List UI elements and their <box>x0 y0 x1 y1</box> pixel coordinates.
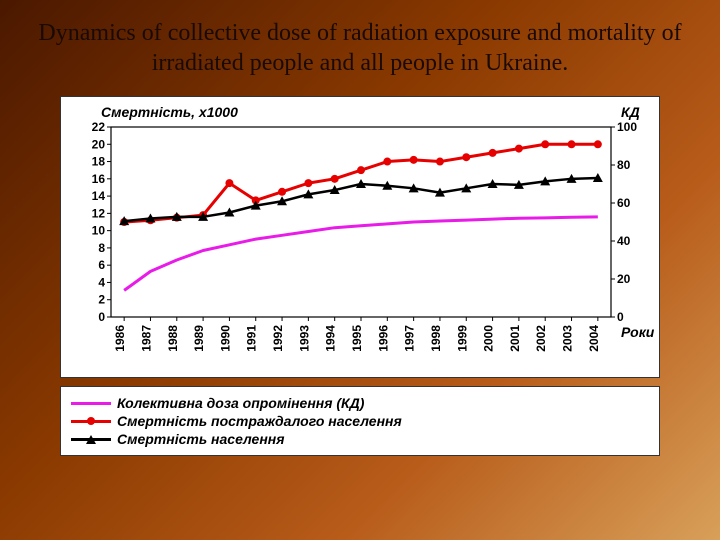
svg-text:1998: 1998 <box>429 325 443 352</box>
legend-label: Колективна доза опромінення (КД) <box>117 395 364 411</box>
svg-text:2000: 2000 <box>482 325 496 352</box>
svg-text:10: 10 <box>92 224 106 238</box>
legend-item: Смертність населення <box>71 431 649 447</box>
svg-text:20: 20 <box>617 272 631 286</box>
svg-text:2002: 2002 <box>534 325 548 352</box>
svg-text:16: 16 <box>92 172 106 186</box>
svg-text:12: 12 <box>92 206 106 220</box>
chart-container: 0 2 4 6 8 10 12 14 16 18 20 22Смертність, х1000 0 20 4… <box>60 96 660 378</box>
svg-text:1994: 1994 <box>324 325 338 352</box>
legend-label: Смертність постраждалого населення <box>117 413 402 429</box>
legend-swatch <box>71 396 111 410</box>
legend-swatch <box>71 432 111 446</box>
svg-text:40: 40 <box>617 234 631 248</box>
svg-text:1992: 1992 <box>271 325 285 352</box>
svg-text:4: 4 <box>98 275 105 289</box>
svg-text:0: 0 <box>98 310 105 324</box>
svg-text:2003: 2003 <box>561 325 575 352</box>
chart-svg: 0 2 4 6 8 10 12 14 16 18 20 22Смертність, х1000 0 20 4… <box>61 97 661 377</box>
svg-text:2: 2 <box>98 293 105 307</box>
svg-text:Смертність, х1000: Смертність, х1000 <box>101 104 238 120</box>
legend-swatch <box>71 414 111 428</box>
legend-item: Колективна доза опромінення (КД) <box>71 395 649 411</box>
svg-text:8: 8 <box>98 241 105 255</box>
svg-text:20: 20 <box>92 137 106 151</box>
page-title: Dynamics of collective dose of radiation… <box>0 0 720 86</box>
svg-text:60: 60 <box>617 196 631 210</box>
legend-item: Смертність постраждалого населення <box>71 413 649 429</box>
svg-text:1999: 1999 <box>455 325 469 352</box>
legend-label: Смертність населення <box>117 431 285 447</box>
svg-text:1997: 1997 <box>403 325 417 352</box>
legend-container: Колективна доза опромінення (КД) Смертніс… <box>60 386 660 456</box>
svg-text:1990: 1990 <box>218 325 232 352</box>
svg-text:1986: 1986 <box>113 325 127 352</box>
svg-text:1993: 1993 <box>297 325 311 352</box>
svg-text:22: 22 <box>92 120 106 134</box>
svg-text:100: 100 <box>617 120 637 134</box>
svg-text:18: 18 <box>92 155 106 169</box>
svg-text:2004: 2004 <box>587 325 601 352</box>
svg-text:КД: КД <box>621 104 640 120</box>
svg-text:2001: 2001 <box>508 325 522 352</box>
svg-text:80: 80 <box>617 158 631 172</box>
svg-text:1996: 1996 <box>376 325 390 352</box>
svg-text:1995: 1995 <box>350 325 364 352</box>
svg-text:6: 6 <box>98 258 105 272</box>
svg-text:1987: 1987 <box>139 325 153 352</box>
svg-text:14: 14 <box>92 189 106 203</box>
svg-text:1989: 1989 <box>192 325 206 352</box>
svg-text:0: 0 <box>617 310 624 324</box>
svg-text:Роки: Роки <box>621 324 655 340</box>
svg-text:1991: 1991 <box>245 325 259 352</box>
svg-text:1988: 1988 <box>166 325 180 352</box>
